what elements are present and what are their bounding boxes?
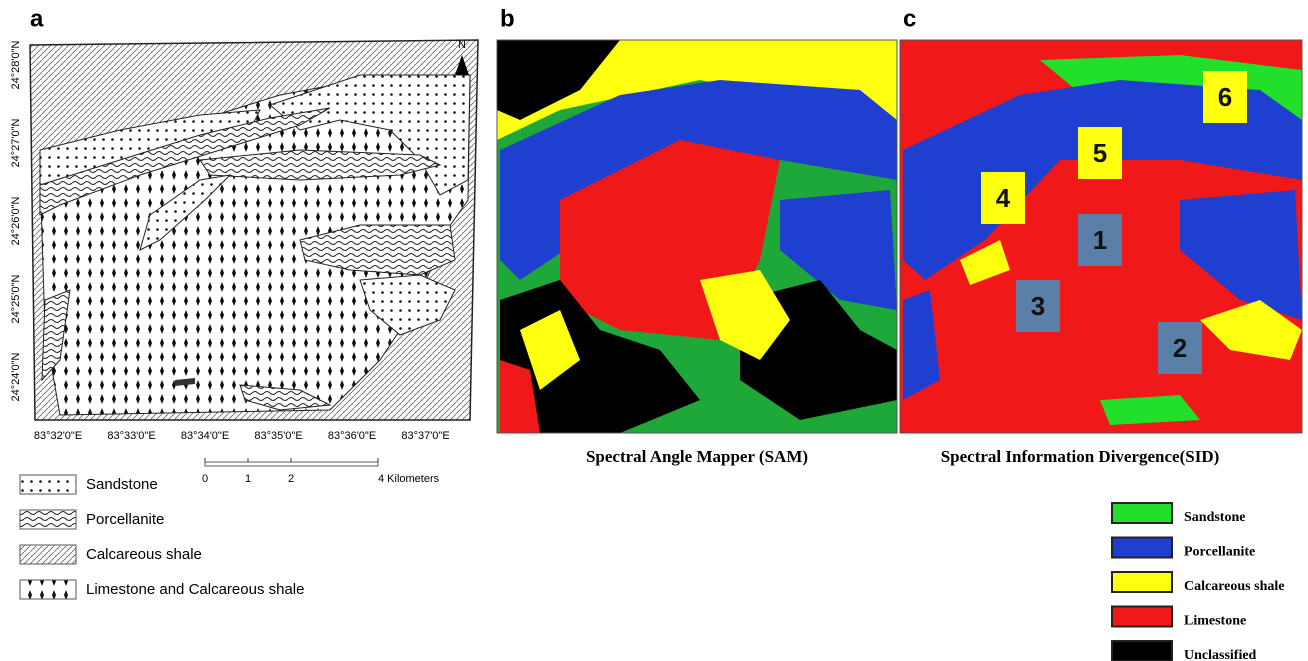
panel-label: b [500, 5, 515, 32]
legend-swatch [1112, 641, 1172, 661]
legend-label: Sandstone [86, 476, 158, 493]
x-axis-label: 83°33'0"E [107, 430, 155, 442]
scale-label: 1 [245, 473, 251, 485]
legend-swatch [1112, 572, 1172, 592]
figure: a b c N [0, 0, 1308, 661]
x-axis-label: 83°35'0"E [254, 430, 302, 442]
scale-label: 2 [288, 473, 294, 485]
y-axis-label: 24°26'0"N [10, 196, 22, 245]
y-axis-label: 24°27'0"N [10, 118, 22, 167]
scale-label: 4 Kilometers [378, 473, 440, 485]
legend-swatch [1112, 503, 1172, 523]
site-label: 3 [1031, 291, 1045, 321]
legend-label: Calcareous shale [1184, 579, 1284, 594]
caption: Spectral Angle Mapper (SAM) [586, 447, 808, 466]
sam-map [497, 40, 897, 433]
x-axis-label: 83°37'0"E [401, 430, 449, 442]
north-label: N [458, 39, 466, 51]
site-label: 1 [1093, 225, 1107, 255]
panel-label: a [30, 5, 44, 32]
x-axis-label: 83°34'0"E [181, 430, 229, 442]
site-label: 5 [1093, 138, 1107, 168]
site-label: 2 [1173, 333, 1187, 363]
x-axis-label: 83°32'0"E [34, 430, 82, 442]
legend-label: Calcareous shale [86, 546, 202, 563]
legend-label: Limestone [1184, 614, 1246, 629]
y-axis-label: 24°24'0"N [10, 352, 22, 401]
legend-swatch [1112, 538, 1172, 558]
legend-label: Limestone and Calcareous shale [86, 581, 304, 598]
scale-bar [205, 458, 378, 466]
legend-label: Sandstone [1184, 510, 1245, 525]
y-axis-label: 24°25'0"N [10, 274, 22, 323]
legend-swatch [1112, 607, 1172, 627]
panel-label: c [903, 5, 916, 32]
geology-map: N [30, 39, 478, 420]
x-axis-label: 83°36'0"E [328, 430, 376, 442]
caption: Spectral Information Divergence(SID) [941, 447, 1220, 466]
legend-label: Porcellanite [1184, 545, 1255, 560]
y-axis-label: 24°28'0"N [10, 40, 22, 89]
legend-label: Porcellanite [86, 511, 164, 528]
legend-label: Unclassified [1184, 648, 1257, 661]
site-label: 6 [1218, 82, 1232, 112]
scale-label: 0 [202, 473, 208, 485]
site-label: 4 [996, 183, 1011, 213]
